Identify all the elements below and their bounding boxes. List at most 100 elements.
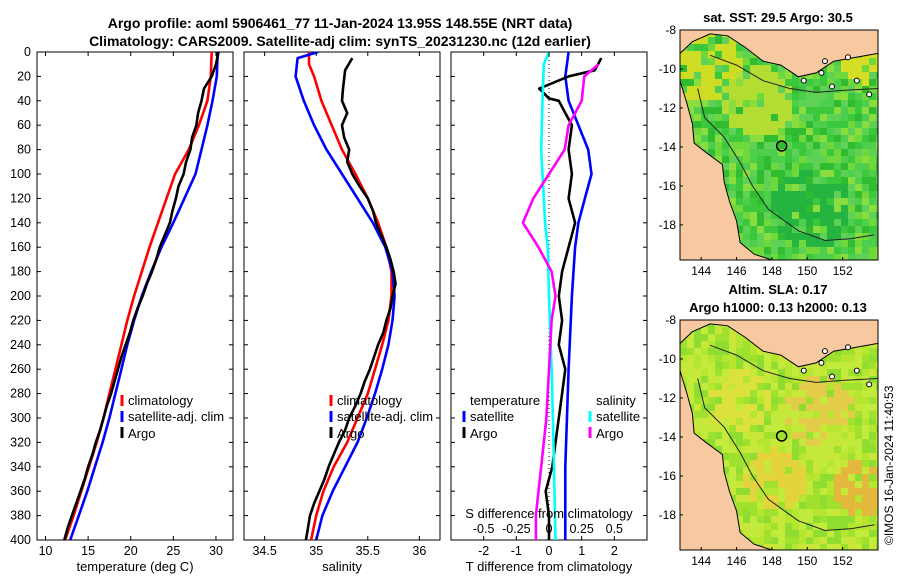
difference-xlabel: T difference from climatology bbox=[466, 559, 633, 574]
map-cell bbox=[764, 355, 771, 362]
map-cell bbox=[680, 79, 687, 86]
s-difference-tick-label: -0.25 bbox=[502, 522, 531, 536]
map-cell bbox=[778, 523, 785, 530]
map-cell bbox=[820, 481, 827, 488]
map-cell bbox=[848, 502, 855, 509]
map-cell bbox=[757, 135, 764, 142]
map-cell bbox=[799, 86, 806, 93]
map-cell bbox=[771, 205, 778, 212]
map-cell bbox=[757, 530, 764, 537]
map-cell bbox=[799, 404, 806, 411]
map-cell bbox=[785, 149, 792, 156]
map-cell bbox=[876, 142, 878, 149]
map-cell bbox=[827, 467, 834, 474]
map-cell bbox=[827, 156, 834, 163]
map-cell bbox=[799, 467, 806, 474]
sla-map-title-line1: Altim. SLA: 0.17 bbox=[729, 282, 828, 297]
map-cell bbox=[869, 198, 876, 205]
map-cell bbox=[855, 219, 862, 226]
map-cell bbox=[785, 79, 792, 86]
map-cell bbox=[764, 432, 771, 439]
map-cell bbox=[743, 100, 750, 107]
map-cell bbox=[715, 446, 722, 453]
map-cell bbox=[722, 327, 729, 334]
map-cell bbox=[869, 107, 876, 114]
depth-tick-label: 120 bbox=[10, 191, 31, 205]
map-cell bbox=[722, 128, 729, 135]
map-cell bbox=[820, 516, 827, 523]
map-cell bbox=[729, 58, 736, 65]
map-cell bbox=[736, 163, 743, 170]
map-cell bbox=[792, 390, 799, 397]
map-cell bbox=[694, 334, 701, 341]
map-lon-tick-label: 144 bbox=[691, 264, 711, 278]
map-cell bbox=[715, 341, 722, 348]
map-cell bbox=[855, 191, 862, 198]
map-cell bbox=[813, 72, 820, 79]
t-difference-tick-label: -1 bbox=[511, 544, 522, 558]
map-cell bbox=[834, 254, 841, 260]
island bbox=[853, 367, 860, 374]
map-cell bbox=[750, 495, 757, 502]
map-cell bbox=[736, 184, 743, 191]
map-cell bbox=[778, 86, 785, 93]
map-cell bbox=[708, 348, 715, 355]
map-cell bbox=[841, 142, 848, 149]
map-cell bbox=[841, 432, 848, 439]
map-cell bbox=[813, 369, 820, 376]
map-cell bbox=[876, 58, 878, 65]
map-cell bbox=[820, 411, 827, 418]
map-cell bbox=[778, 198, 785, 205]
map-cell bbox=[715, 51, 722, 58]
map-lon-tick-label: 152 bbox=[833, 554, 853, 568]
map-cell bbox=[729, 327, 736, 334]
map-cell bbox=[715, 114, 722, 121]
map-cell bbox=[855, 170, 862, 177]
map-cell bbox=[876, 72, 878, 79]
map-cell bbox=[785, 376, 792, 383]
map-cell bbox=[806, 369, 813, 376]
map-cell bbox=[785, 495, 792, 502]
map-cell bbox=[750, 516, 757, 523]
map-cell bbox=[757, 348, 764, 355]
map-cell bbox=[778, 425, 785, 432]
map-cell bbox=[806, 79, 813, 86]
map-cell bbox=[785, 397, 792, 404]
map-cell bbox=[736, 481, 743, 488]
map-cell bbox=[785, 369, 792, 376]
map-cell bbox=[722, 404, 729, 411]
map-cell bbox=[785, 121, 792, 128]
map-cell bbox=[799, 432, 806, 439]
depth-tick-label: 160 bbox=[10, 240, 31, 254]
map-cell bbox=[813, 163, 820, 170]
map-cell bbox=[834, 240, 841, 247]
map-cell bbox=[764, 509, 771, 516]
salinity-plot bbox=[294, 52, 397, 540]
map-cell bbox=[743, 191, 750, 198]
map-cell bbox=[764, 184, 771, 191]
map-cell bbox=[722, 163, 729, 170]
temperature-tick-label: 30 bbox=[209, 544, 223, 558]
map-cell bbox=[736, 404, 743, 411]
map-cell bbox=[764, 418, 771, 425]
map-cell bbox=[876, 544, 878, 550]
map-cell bbox=[771, 184, 778, 191]
map-cell bbox=[729, 135, 736, 142]
map-cell bbox=[792, 418, 799, 425]
map-cell bbox=[862, 383, 869, 390]
map-cell bbox=[862, 240, 869, 247]
map-cell bbox=[813, 495, 820, 502]
map-cell bbox=[876, 205, 878, 212]
map-cell bbox=[806, 537, 813, 544]
island bbox=[829, 373, 836, 380]
map-cell bbox=[827, 425, 834, 432]
map-cell bbox=[827, 376, 834, 383]
map-cell bbox=[813, 509, 820, 516]
map-cell bbox=[785, 233, 792, 240]
map-cell bbox=[876, 212, 878, 219]
map-cell bbox=[813, 390, 820, 397]
map-cell bbox=[722, 107, 729, 114]
map-cell bbox=[736, 376, 743, 383]
map-cell bbox=[750, 100, 757, 107]
map-cell bbox=[806, 411, 813, 418]
